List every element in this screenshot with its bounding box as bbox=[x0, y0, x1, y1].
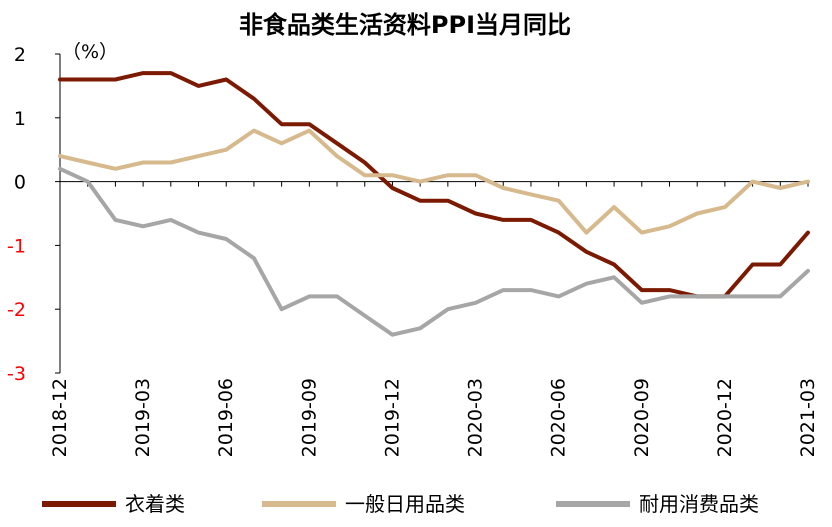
legend-label-2: 耐用消费品类 bbox=[639, 492, 759, 516]
y-tick-label: -1 bbox=[7, 235, 26, 257]
legend-label-1: 一般日用品类 bbox=[345, 492, 465, 516]
legend-label-0: 衣着类 bbox=[125, 492, 185, 516]
y-unit-label: （%） bbox=[62, 41, 118, 63]
x-tick-label: 2019-12 bbox=[381, 378, 403, 457]
chart-title: 非食品类生活资料PPI当月同比 bbox=[239, 11, 571, 39]
series-layer bbox=[58, 71, 810, 337]
y-tick-label: 2 bbox=[14, 44, 26, 66]
x-tick-label: 2020-06 bbox=[548, 378, 570, 457]
legend: 衣着类 一般日用品类 耐用消费品类 bbox=[42, 492, 759, 516]
y-tick-label: -3 bbox=[7, 363, 26, 385]
x-tick-label: 2019-03 bbox=[132, 378, 154, 457]
x-tick-label: 2019-09 bbox=[298, 378, 320, 457]
y-tick-label: 0 bbox=[14, 172, 26, 194]
x-tick-label: 2020-09 bbox=[631, 378, 653, 457]
x-tick-label: 2019-06 bbox=[215, 378, 237, 457]
series-line-0 bbox=[58, 71, 810, 299]
series-line-1 bbox=[58, 128, 810, 235]
series-line-2 bbox=[58, 166, 810, 337]
y-tick-label: 1 bbox=[14, 108, 26, 130]
y-tick-label: -2 bbox=[7, 299, 26, 321]
x-tick-label: 2020-03 bbox=[465, 378, 487, 457]
x-tick-label: 2018-12 bbox=[49, 378, 71, 457]
axes: 2 1 0 -1 -2 -3 2018-12 2019-03 2019-06 2019-09 201… bbox=[7, 44, 819, 457]
x-tick-label: 2021-03 bbox=[797, 378, 819, 457]
x-tick-label: 2020-12 bbox=[714, 378, 736, 457]
